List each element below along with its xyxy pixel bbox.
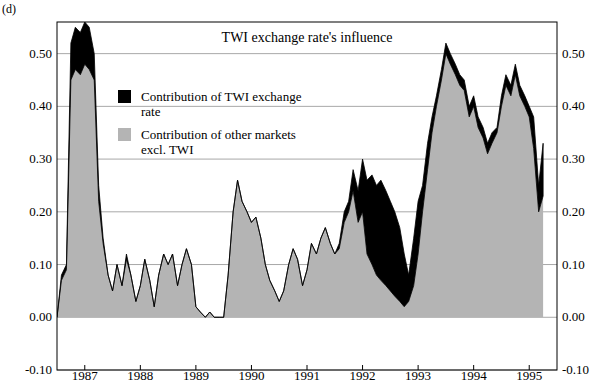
y-tick-label: 0.00 xyxy=(29,309,52,324)
title: TWI exchange rate's influence xyxy=(222,30,393,45)
legend-line: Contribution of TWI exchange xyxy=(141,89,302,104)
plot-area xyxy=(57,22,543,317)
y-tick-label: 0.30 xyxy=(29,151,52,166)
legend-line: Contribution of other markets xyxy=(141,127,296,142)
x-tick-label: 1989 xyxy=(183,368,209,382)
y-tick-label: 0.10 xyxy=(562,257,585,272)
y-tick-label: 0.20 xyxy=(562,204,585,219)
y-tick-label: 0.10 xyxy=(29,257,52,272)
x-tick-label: 1988 xyxy=(127,368,153,382)
x-tick-label: 1990 xyxy=(238,368,264,382)
y-tick-label: 0.40 xyxy=(562,98,585,113)
legend-line: rate xyxy=(141,104,161,119)
x-tick-label: 1994 xyxy=(461,368,488,382)
x-tick-label: 1992 xyxy=(350,368,376,382)
legend-label: Contribution of other marketsexcl. TWI xyxy=(141,127,296,157)
x-tick-label: 1993 xyxy=(405,368,431,382)
x-tick-label: 1987 xyxy=(72,368,99,382)
plot-frame xyxy=(57,22,557,370)
grid-line xyxy=(57,106,557,107)
y-tick-label: 0.30 xyxy=(562,151,585,166)
y-tick-label: 0.00 xyxy=(562,309,585,324)
y-tick-label: 0.20 xyxy=(29,204,52,219)
legend-swatch xyxy=(118,128,131,141)
y-tick-label: -0.10 xyxy=(25,362,52,377)
area xyxy=(57,22,543,317)
y-tick-label: -0.10 xyxy=(562,362,589,377)
legend-label: Contribution of TWI exchangerate xyxy=(141,89,302,119)
x-tick-label: 1991 xyxy=(294,368,320,382)
area xyxy=(57,54,543,318)
y-tick-label: 0.50 xyxy=(562,46,585,61)
legend-swatch xyxy=(118,90,131,103)
y-tick-label: 0.50 xyxy=(29,46,52,61)
y-tick-label: 0.40 xyxy=(29,98,52,113)
panel-label: (d) xyxy=(2,2,16,16)
grid-line xyxy=(57,53,557,54)
x-tick-label: 1995 xyxy=(516,368,542,382)
legend-line: excl. TWI xyxy=(141,142,193,157)
